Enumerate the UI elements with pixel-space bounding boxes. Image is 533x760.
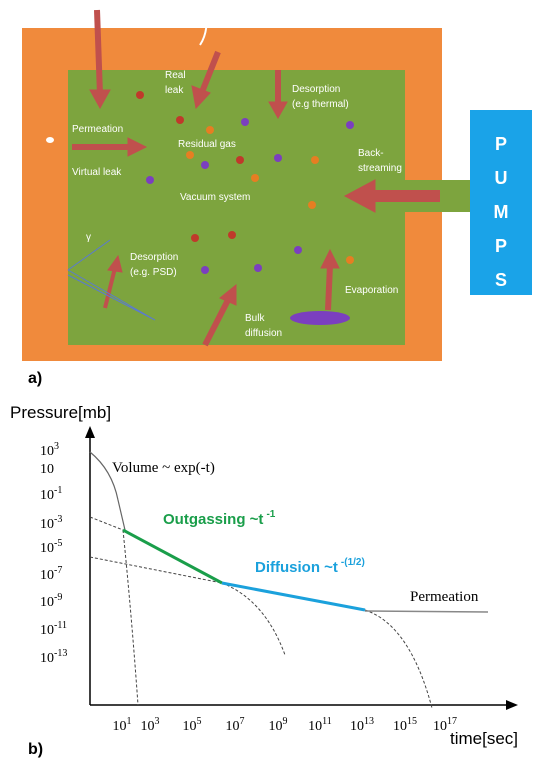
tick-base: 10 — [308, 719, 322, 734]
x-arrow — [506, 700, 518, 710]
tick-label: 10-13 — [40, 648, 67, 666]
tick-exp: 13 — [364, 716, 374, 727]
pumps-letter: P — [495, 236, 507, 256]
tick-label: 10 — [40, 462, 54, 477]
tick-exp: 7 — [240, 716, 245, 727]
tick-base: 10 — [40, 488, 54, 503]
label: Real — [165, 70, 186, 81]
diffusion-label: Diffusion ~t-(1/2) — [255, 557, 365, 576]
label: Desorption — [130, 252, 178, 263]
y-axis-title: Pressure[mb] — [10, 403, 111, 422]
virtual-leak-marker — [46, 137, 54, 143]
tick-label: 1011 — [308, 716, 332, 734]
label: leak — [165, 85, 184, 96]
tick-exp: 3 — [155, 716, 160, 727]
tick-base: 10 — [40, 444, 54, 459]
label: Desorption — [292, 84, 340, 95]
panel-label: a) — [28, 370, 42, 387]
tick-exp: 11 — [322, 716, 332, 727]
volume-label: Volume ~ exp(-t) — [112, 460, 215, 476]
tick-base: 10 — [350, 719, 364, 734]
tick-exp: -3 — [54, 514, 62, 525]
outgassing-line — [123, 530, 222, 583]
tick-label: 1015 — [393, 716, 417, 734]
tick-exp: -9 — [54, 592, 62, 603]
tick-label: 10-1 — [40, 485, 62, 503]
label: streaming — [358, 163, 402, 174]
pumps-letter: M — [494, 202, 509, 222]
outgassing-label: Outgassing ~t-1 — [163, 509, 276, 528]
tick-exp: 3 — [54, 441, 59, 452]
tick-exp: -5 — [54, 538, 62, 549]
tick-label: 10-3 — [40, 514, 62, 532]
tick-base: 10 — [433, 719, 447, 734]
label: γ — [86, 232, 91, 243]
label: Vacuum system — [180, 192, 250, 203]
tick-exp: 5 — [197, 716, 202, 727]
tick-base: 10 — [226, 719, 240, 734]
tick-base: 10 — [393, 719, 407, 734]
tick-base: 10 — [183, 719, 197, 734]
tick-base: 10 — [113, 719, 127, 734]
outgassing-text: Outgassing ~t — [163, 511, 263, 528]
y-arrow — [85, 426, 95, 438]
tick-exp: 1 — [127, 716, 132, 727]
tick-exp: -1 — [54, 485, 62, 496]
label: Back- — [358, 148, 384, 159]
tick-exp: 15 — [407, 716, 417, 727]
evaporation-source — [290, 311, 350, 325]
extrapolations — [90, 517, 432, 708]
permeation-label: Permeation — [410, 589, 479, 605]
diffusion-text: Diffusion ~t — [255, 559, 338, 576]
tick-label: 107 — [226, 716, 245, 734]
panel-label: b) — [28, 741, 43, 758]
tick-base: 10 — [141, 719, 155, 734]
diffusion-line — [222, 583, 365, 610]
label: Evaporation — [345, 285, 398, 296]
tick-label: 10-11 — [40, 620, 67, 638]
permeation-line — [365, 611, 488, 612]
tick-label: 10-5 — [40, 538, 62, 556]
tick-label: 109 — [269, 716, 288, 734]
tick-label: 103 — [40, 441, 59, 459]
figure: a) Pressure[mb] time[sec] b) Volume ~ ex… — [0, 0, 533, 760]
x-axis-title: time[sec] — [450, 729, 518, 748]
outgassing-exp: -1 — [266, 509, 275, 520]
pumps-letter: P — [495, 134, 507, 154]
tick-base: 10 — [40, 623, 54, 638]
label: diffusion — [245, 328, 282, 339]
tick-base: 10 — [40, 568, 54, 583]
tick-base: 10 — [40, 595, 54, 610]
label: Residual gas — [178, 139, 236, 150]
tick-base: 10 — [40, 517, 54, 532]
label: Virtual leak — [72, 167, 122, 178]
pumps-letter: S — [495, 270, 507, 290]
tick-label: 101 — [113, 716, 132, 734]
label: Bulk — [245, 313, 265, 324]
diffusion-exp: -(1/2) — [341, 557, 365, 568]
tick-base: 10 — [269, 719, 283, 734]
label: (e.g thermal) — [292, 99, 349, 110]
tick-base: 10 — [40, 541, 54, 556]
tick-label: 10-9 — [40, 592, 62, 610]
tick-label: 1013 — [350, 716, 374, 734]
label: Permeation — [72, 124, 123, 135]
pumps-letter: U — [495, 168, 508, 188]
tick-base: 10 — [40, 651, 54, 666]
tick-exp: -11 — [54, 620, 67, 631]
tick-exp: -13 — [54, 648, 67, 659]
tick-label: 10-7 — [40, 565, 62, 583]
tick-label: 105 — [183, 716, 202, 734]
tick-exp: -7 — [54, 565, 62, 576]
tick-label: 103 — [141, 716, 160, 734]
tick-exp: 17 — [447, 716, 457, 727]
label: (e.g. PSD) — [130, 267, 177, 278]
tick-exp: 9 — [283, 716, 288, 727]
tick-base: 10 — [40, 462, 54, 477]
